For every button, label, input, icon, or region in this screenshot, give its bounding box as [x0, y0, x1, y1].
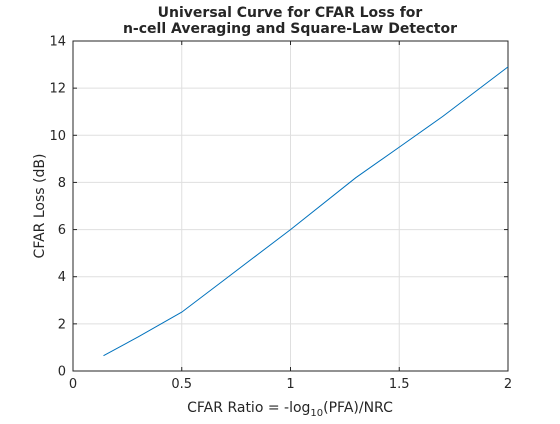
y-tick-label: 8	[58, 176, 66, 191]
y-tick-label: 2	[58, 317, 66, 332]
x-tick-labels: 0 0.5 1 1.5 2	[69, 377, 512, 392]
y-axis-label: CFAR Loss (dB)	[32, 154, 48, 259]
y-tick-label: 0	[58, 365, 66, 380]
y-tick-label: 4	[58, 270, 66, 285]
y-tick-label: 10	[49, 129, 66, 144]
x-tick-label: 1.5	[389, 377, 410, 392]
x-axis-label-subscript: 10	[310, 408, 323, 419]
y-tick-label: 6	[58, 223, 66, 238]
tick-marks	[72, 40, 509, 372]
x-axis-label-suffix: (PFA)/NRC	[323, 400, 393, 416]
cfar-loss-line	[103, 66, 509, 357]
series	[103, 66, 509, 357]
x-tick-label: 0.5	[171, 377, 192, 392]
x-axis-label: CFAR Ratio = -log10(PFA)/NRC	[187, 400, 393, 419]
x-tick-label: 0	[69, 377, 77, 392]
chart-title-line-2: n-cell Averaging and Square-Law Detector	[123, 21, 457, 37]
y-tick-labels: 0 2 4 6 8 10 12 14	[49, 35, 66, 380]
y-tick-label: 14	[49, 35, 66, 50]
x-tick-label: 1	[286, 377, 294, 392]
x-tick-label: 2	[504, 377, 512, 392]
x-axis-label-prefix: CFAR Ratio = -log	[187, 400, 310, 416]
chart-title-line-1: Universal Curve for CFAR Loss for	[158, 5, 423, 21]
y-tick-label: 12	[49, 82, 66, 97]
